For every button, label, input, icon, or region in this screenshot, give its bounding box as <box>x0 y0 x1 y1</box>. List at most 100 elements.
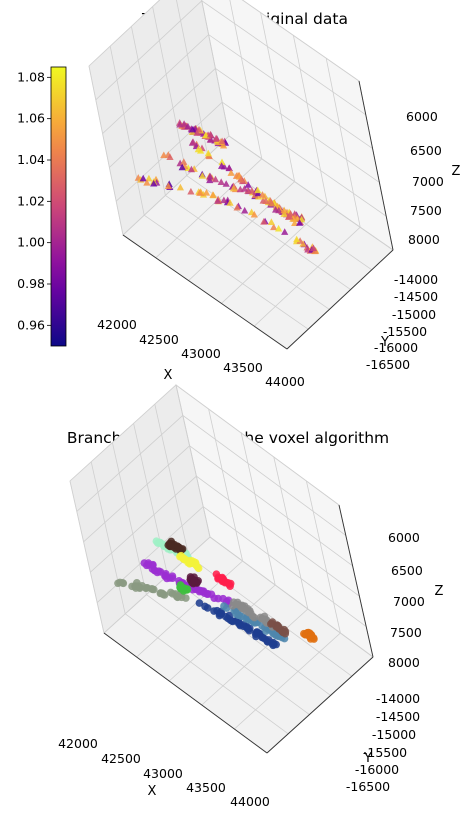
triangle-marker <box>248 186 256 194</box>
series-dark-blue-branch <box>195 599 280 650</box>
wall-gridline <box>208 408 243 562</box>
colorbar-tick-label: 1.04 <box>17 152 45 167</box>
triangle-marker <box>198 172 206 179</box>
wall-gridline <box>154 404 190 557</box>
series-orange-branch <box>300 628 318 643</box>
triangle-marker <box>237 175 245 183</box>
xticks-tick-label: 43000 <box>143 766 183 781</box>
y-axis-label: Y <box>380 335 389 350</box>
floor-gridline <box>124 613 289 735</box>
triangle-marker <box>233 203 241 211</box>
triangle-marker <box>260 218 268 225</box>
triangle-marker <box>204 149 212 157</box>
chart2-points <box>114 537 318 650</box>
triangle-marker <box>189 125 197 133</box>
triangle-marker <box>211 175 220 183</box>
circle-marker <box>168 574 177 583</box>
circle-marker <box>163 574 171 583</box>
wall-gridline <box>88 65 124 236</box>
circle-marker <box>245 624 254 633</box>
triangle-marker <box>150 179 158 187</box>
y-axis-label: Y <box>363 751 372 766</box>
zticks-tick-label: 6500 <box>410 143 442 158</box>
floor-gridline <box>221 204 328 304</box>
triangle-marker <box>251 191 259 199</box>
wall-gridline <box>175 384 211 538</box>
yticks-tick-label: -15000 <box>372 727 416 742</box>
triangle-marker <box>218 137 226 145</box>
floor-gridline <box>209 536 374 658</box>
circle-marker <box>234 619 243 628</box>
colorbar-tick-label: 0.98 <box>17 276 45 291</box>
triangle-marker <box>296 219 304 226</box>
yticks-tick-label: -16000 <box>374 340 418 355</box>
zticks-tick-label: 7500 <box>410 203 442 218</box>
yticks-tick-label: -16500 <box>346 779 390 794</box>
yticks-tick-label: -14500 <box>376 709 420 724</box>
circle-marker <box>156 538 164 547</box>
triangle-marker <box>272 206 280 213</box>
triangle-marker <box>164 182 172 189</box>
wall-gridline <box>229 0 263 159</box>
xticks-tick-label: 43000 <box>181 346 221 361</box>
triangle-marker <box>209 191 217 198</box>
triangle-marker <box>212 134 220 142</box>
yticks-tick-label: -14000 <box>376 691 420 706</box>
wall-gridline <box>88 0 360 82</box>
triangle-marker <box>218 158 226 166</box>
triangle-marker <box>206 172 214 180</box>
circle-marker <box>225 580 233 589</box>
colorbar-tick-label: 1.06 <box>17 111 45 126</box>
yticks-tick-label: -15000 <box>392 307 436 322</box>
triangle-marker <box>180 120 188 127</box>
yticks-tick-label: -15500 <box>363 745 407 760</box>
z-axis-label: Z <box>452 164 461 179</box>
circle-marker <box>174 543 182 551</box>
circle-marker <box>164 541 173 549</box>
triangle-marker <box>222 180 230 187</box>
series-dark-brown-branch <box>164 537 187 555</box>
circle-marker <box>274 622 283 631</box>
triangle-marker <box>258 191 267 198</box>
triangle-marker <box>218 162 226 169</box>
wall-gridline <box>201 0 230 137</box>
zticks-tick-label: 6500 <box>391 563 423 578</box>
circle-marker <box>176 584 185 593</box>
colorbar-tick-label: 0.96 <box>17 317 45 332</box>
triangle-marker <box>250 210 258 218</box>
zticks-tick-label: 7000 <box>393 594 425 609</box>
z-axis-line <box>338 504 374 658</box>
triangle-marker <box>280 210 288 217</box>
wall-gridline <box>112 442 147 595</box>
circle-marker <box>235 611 244 620</box>
triangle-marker <box>275 224 283 232</box>
triangle-marker <box>220 141 228 149</box>
circle-marker <box>171 590 180 598</box>
triangle-marker <box>206 130 214 138</box>
triangle-marker <box>193 129 201 136</box>
circle-marker <box>258 614 266 623</box>
triangle-marker <box>281 228 289 235</box>
wall-gridline <box>152 6 187 176</box>
zticks-tick-label: 7500 <box>390 625 422 640</box>
zticks-tick-label: 7000 <box>412 174 444 189</box>
triangle-marker <box>160 151 168 159</box>
triangle-marker <box>270 223 278 231</box>
wall-gridline <box>273 456 309 610</box>
colorbar-tick-label: 1.00 <box>17 235 45 250</box>
triangle-marker <box>217 178 225 185</box>
circle-marker <box>201 602 209 611</box>
xticks-tick-label: 43500 <box>186 780 226 795</box>
triangle-marker <box>196 189 204 196</box>
yticks-tick-label: -16000 <box>355 762 399 777</box>
wall-gridline <box>90 461 126 614</box>
xticks-tick-label: 42500 <box>139 332 179 347</box>
triangle-marker <box>254 186 262 194</box>
circle-marker <box>226 616 235 624</box>
circle-marker <box>141 584 150 592</box>
wall-gridline <box>240 432 276 586</box>
circle-marker <box>176 552 184 561</box>
circle-marker <box>118 578 127 587</box>
